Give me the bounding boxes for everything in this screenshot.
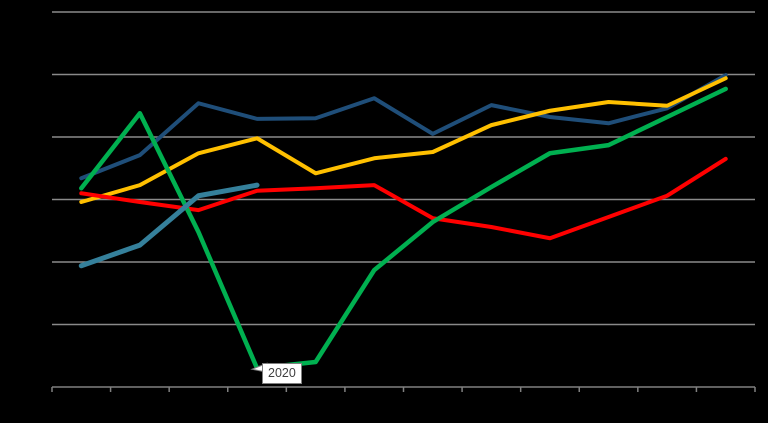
callout-2020: 2020 [262,363,302,385]
callout-2020-label: 2020 [268,366,296,381]
